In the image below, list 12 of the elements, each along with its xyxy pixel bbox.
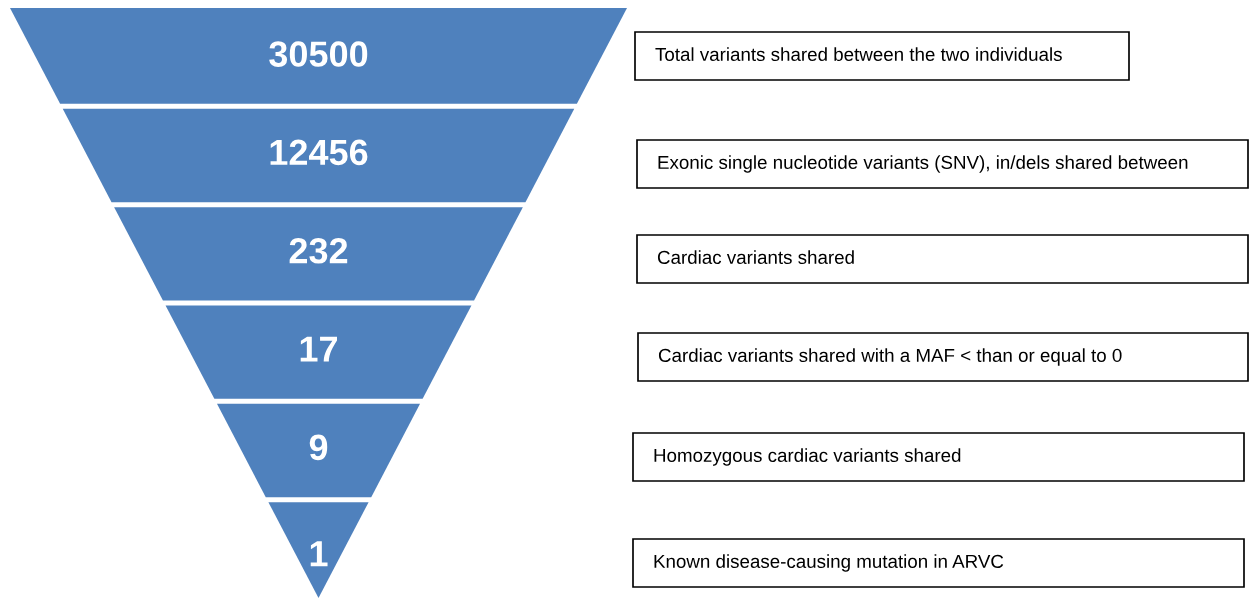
data-label: 9 — [309, 434, 328, 461]
category-label: Known disease-causing mutation in ARVC — [654, 554, 1004, 572]
category-label: Total variants shared between the two individuals — [655, 47, 1062, 62]
category-label: Homozygous cardiac variants shared — [654, 448, 961, 466]
data-label: 17 — [300, 336, 337, 362]
data-label: 30500 — [269, 41, 368, 67]
category-label: Cardiac variants shared — [657, 250, 854, 265]
data-label: 232 — [289, 237, 348, 264]
data-label: 12456 — [270, 139, 368, 166]
category-label: Cardiac variants shared with a MAF < than or equal to 0 — [658, 348, 1122, 366]
data-label: 1 — [310, 541, 328, 567]
category-label: Exonic single nucleotide variants (SNV), in/dels shared between — [658, 155, 1188, 173]
